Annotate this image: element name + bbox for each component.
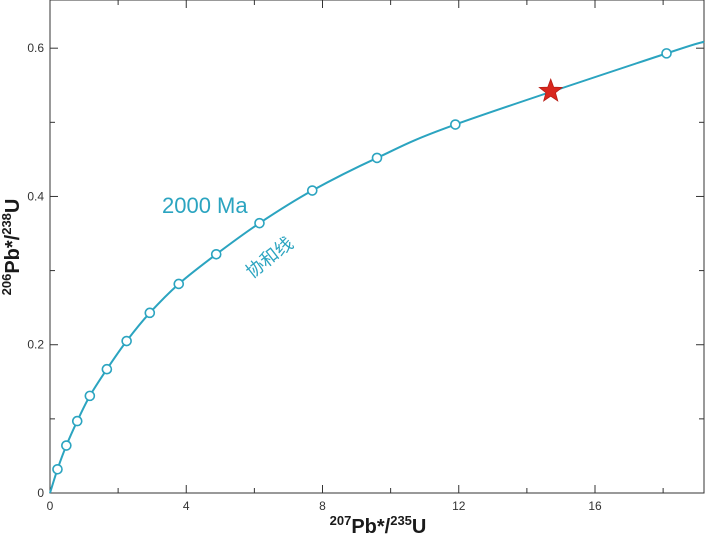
concordia-point — [210, 248, 222, 260]
concordia-point — [173, 278, 185, 290]
y-tick-label: 0.2 — [27, 338, 44, 352]
concordia-point — [371, 152, 383, 164]
concordia-point — [254, 217, 265, 229]
x-tick-label: 4 — [183, 499, 190, 513]
axis-tick-labels: 0 4 8 12 16 0 0.2 0.4 0.6 — [27, 41, 602, 513]
plot-frame — [49, 0, 705, 494]
y-tick-label: 0.4 — [27, 189, 44, 203]
y-tick-label: 0 — [37, 486, 44, 500]
concordia-point — [61, 440, 72, 451]
concordia-point — [52, 463, 63, 475]
concordia-point — [84, 390, 96, 402]
x-tick-label: 8 — [319, 499, 326, 513]
star-marker — [538, 78, 564, 102]
x-tick-label: 16 — [588, 499, 602, 513]
x-axis-title: 207Pb*/235U — [330, 513, 427, 537]
concordia-point — [306, 185, 318, 196]
x-tick-label: 12 — [452, 499, 466, 513]
concordia-point — [71, 415, 83, 427]
concordia-curve — [49, 40, 705, 494]
axis-ticks — [49, 0, 704, 494]
annotation-2000-ma: 2000 Ma — [162, 193, 248, 218]
annotation-concordia-label: 协和线 — [242, 233, 297, 283]
concordia-age-points — [52, 48, 672, 475]
y-axis-title: 206Pb*/238U — [0, 199, 24, 296]
y-tick-label: 0.6 — [27, 41, 44, 55]
concordia-point — [661, 48, 672, 59]
concordia-point — [101, 363, 113, 375]
concordia-point — [450, 119, 461, 130]
concordia-point — [121, 335, 132, 347]
concordia-point — [144, 307, 156, 319]
x-tick-label: 0 — [47, 499, 54, 513]
